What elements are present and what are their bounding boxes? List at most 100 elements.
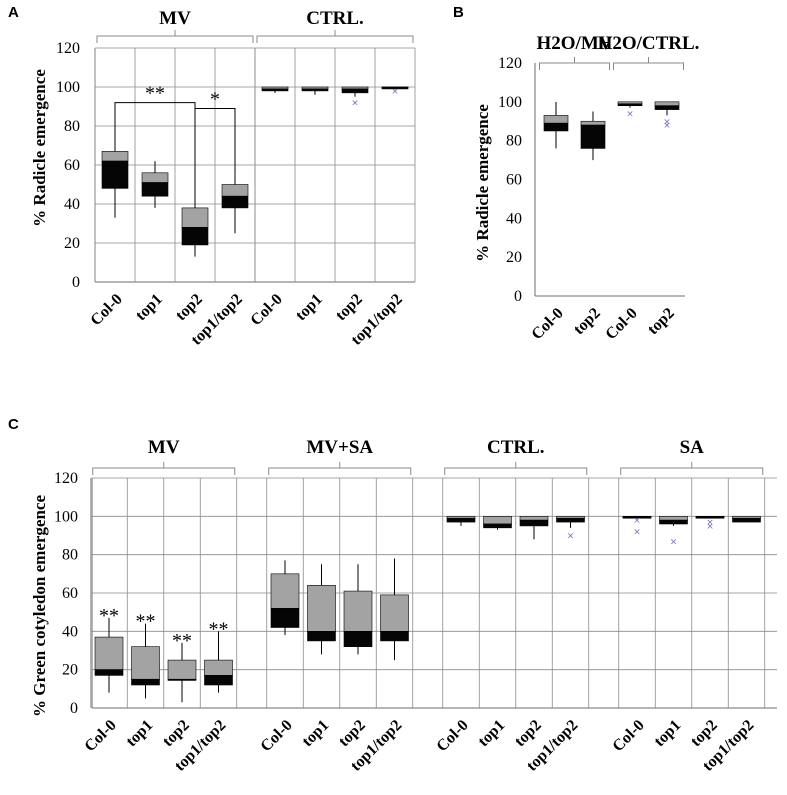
c-y-tick-label-80: 80 [62, 547, 78, 564]
c-y-tick-label-20: 20 [62, 662, 78, 679]
c-mv-sa-top1-box-lower [307, 631, 336, 642]
c-category-label-mv-top1: top1 [123, 717, 156, 750]
c-group-title-mv-sa: MV+SA [306, 437, 373, 458]
panel-letter-a: A [8, 4, 19, 21]
c-y-tick-label-40: 40 [62, 623, 78, 640]
c-ctrl-top1-top2-outlier-0: × [567, 532, 575, 542]
c-brace-mv [92, 462, 236, 475]
c-sa-top2-box-lower [695, 516, 725, 519]
y-axis-label-a: % Radicle emergence [30, 69, 49, 227]
c-sig-label-1: ** [136, 611, 156, 633]
c-brace-sa [620, 462, 764, 475]
b-brace-h2o-ctrl [613, 57, 684, 70]
c-mv-top2-box-lower [167, 678, 197, 681]
c-ctrl-top2-box-lower [519, 519, 549, 527]
b-h2o-ctrl-top2-outlier-0: × [663, 117, 671, 127]
a-ctrl-col-0-box-lower [261, 88, 289, 92]
c-mv-top1-top2-box-lower [204, 675, 233, 686]
a-ctrl-top1-top2-box-lower [381, 86, 409, 90]
c-mv-sa-col-0-box-upper [270, 573, 300, 609]
a-y-tick-label-100: 100 [56, 79, 80, 96]
c-sa-top2-outlier-0: × [706, 518, 714, 528]
c-sa-top1-box-upper [659, 516, 688, 521]
c-mv-col-0-box-lower [94, 669, 124, 676]
c-ctrl-top1-top2-box-lower [556, 517, 585, 523]
a-category-label-mv-top2: top2 [172, 291, 205, 324]
b-y-tick-label-100: 100 [498, 94, 522, 111]
c-category-label-sa-top1: top1 [651, 717, 684, 750]
c-group-title-ctrl: CTRL. [487, 437, 545, 458]
c-sa-top1-box-lower [659, 519, 688, 525]
c-y-tick-label-0: 0 [70, 700, 78, 717]
b-y-tick-label-0: 0 [514, 288, 522, 305]
a-sig-bracket-1 [194, 107, 236, 208]
y-axis-label-c: % Green cotyledon emergence [30, 495, 49, 717]
c-mv-sa-top2-box-lower [343, 631, 373, 647]
a-ctrl-top2-outlier-0: × [351, 99, 359, 109]
a-sig-label-0: ** [145, 83, 165, 105]
a-mv-top1-top2-box-lower [221, 195, 249, 209]
b-h2o-mv-top2-box-upper [580, 120, 606, 126]
a-y-tick-label-120: 120 [56, 40, 80, 57]
c-mv-col-0-box-upper [94, 636, 124, 670]
a-ctrl-top2-box-lower [341, 88, 369, 94]
c-sig-label-3: ** [209, 618, 229, 640]
c-mv-top2-box-upper [167, 659, 197, 680]
b-h2o-mv-col-0-box-upper [543, 115, 569, 124]
b-y-tick-label-80: 80 [506, 133, 522, 150]
c-mv-sa-top1-top2-box-upper [380, 594, 409, 632]
c-category-label-mv-sa-top1: top1 [299, 717, 332, 750]
b-category-label-h2o-mv-top2: top2 [570, 305, 603, 338]
c-category-label-mv-col-0: Col-0 [81, 717, 119, 755]
c-y-tick-label-100: 100 [54, 508, 78, 525]
a-mv-col-0-box-upper [101, 151, 129, 162]
b-group-title-h2o-ctrl: H2O/CTRL. [598, 33, 700, 54]
a-y-tick-label-60: 60 [64, 157, 80, 174]
a-mv-top2-box-lower [181, 227, 209, 246]
c-ctrl-top2-box-upper [519, 516, 549, 521]
c-ctrl-top1-box-upper [483, 516, 512, 525]
a-mv-top1-top2-box-upper [221, 184, 249, 197]
c-mv-sa-col-0-box-lower [270, 608, 300, 628]
c-y-tick-label-60: 60 [62, 585, 78, 602]
a-category-label-ctrl-col-0: Col-0 [247, 291, 285, 329]
a-brace-mv [96, 30, 254, 43]
c-category-label-sa-col-0: Col-0 [609, 717, 647, 755]
c-sa-top1-top2-box-lower [732, 517, 761, 523]
y-axis-label-b: % Radicle emergence [473, 104, 492, 262]
c-sig-label-0: ** [99, 605, 119, 627]
c-group-title-mv: MV [148, 437, 180, 458]
a-category-label-ctrl-top2: top2 [332, 291, 365, 324]
c-sa-col-0-outlier-0: × [633, 516, 641, 526]
b-group-title-h2o-mv: H2O/MV [537, 33, 613, 54]
b-h2o-ctrl-top2-box-upper [654, 101, 680, 107]
b-h2o-ctrl-top2-box-lower [654, 105, 680, 110]
a-y-tick-label-0: 0 [72, 274, 80, 291]
b-y-tick-label-60: 60 [506, 172, 522, 189]
c-sa-top1-outlier-0: × [670, 537, 678, 547]
panel-letter-c: C [8, 416, 19, 433]
b-y-tick-label-40: 40 [506, 210, 522, 227]
a-y-tick-label-40: 40 [64, 196, 80, 213]
c-ctrl-top1-box-lower [483, 523, 512, 529]
b-h2o-ctrl-col-0-outlier-0: × [626, 109, 634, 119]
c-mv-sa-top1-top2-box-lower [380, 631, 409, 642]
b-y-tick-label-20: 20 [506, 249, 522, 266]
c-category-label-ctrl-col-0: Col-0 [433, 717, 471, 755]
c-mv-sa-top1-box-upper [307, 585, 336, 632]
b-category-label-h2o-mv-col-0: Col-0 [528, 305, 566, 343]
c-sig-label-2: ** [172, 630, 192, 652]
c-category-label-mv-sa-col-0: Col-0 [257, 717, 295, 755]
a-group-title-mv: MV [159, 8, 191, 29]
b-y-tick-label-120: 120 [498, 55, 522, 72]
a-mv-top2-box-upper [181, 207, 209, 228]
b-category-label-h2o-ctrl-top2: top2 [644, 305, 677, 338]
a-category-label-mv-col-0: Col-0 [87, 291, 125, 329]
a-group-title-ctrl: CTRL. [306, 8, 364, 29]
a-sig-label-1: * [210, 88, 220, 110]
